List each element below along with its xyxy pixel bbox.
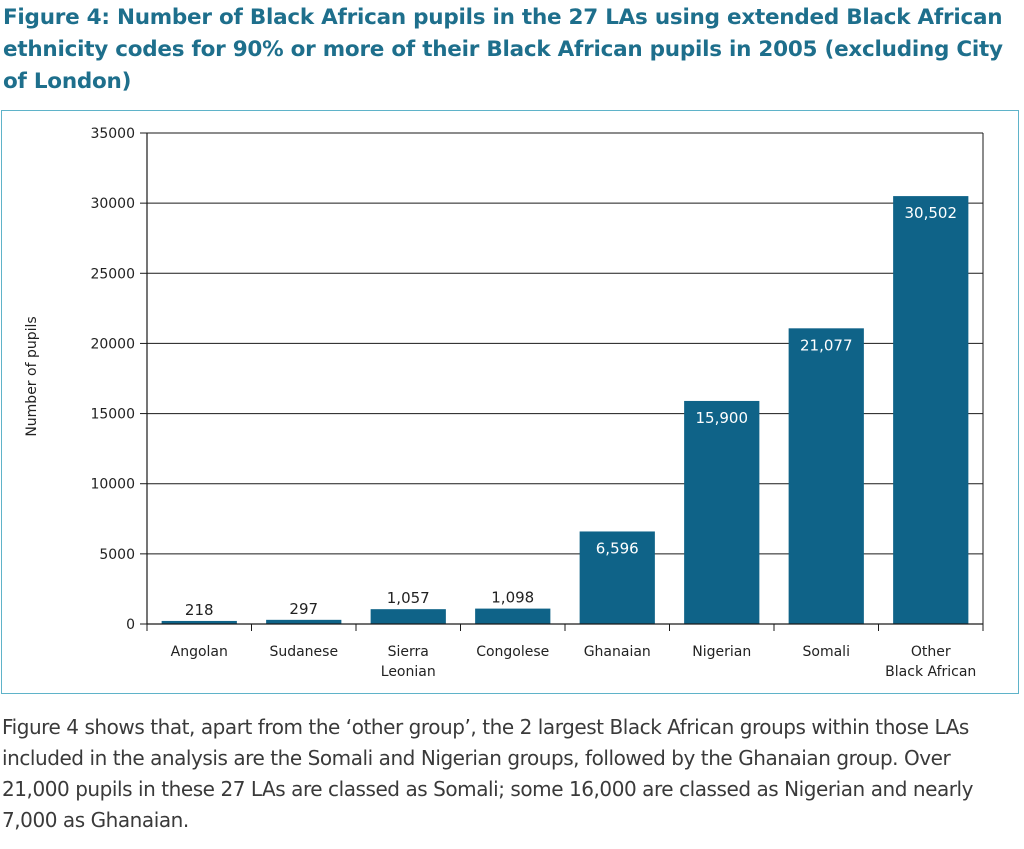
chart-frame: 0 5000 10000 15000 20000 25000 30000 35000 Numbe… (1, 110, 1019, 694)
bar (370, 609, 446, 624)
category-label: Somali (803, 644, 850, 660)
y-tick-label: 25000 (90, 266, 135, 282)
bar (893, 196, 969, 624)
category-label: Angolan (171, 644, 228, 660)
data-label: 6,596 (596, 539, 639, 557)
bar-chart: 0 5000 10000 15000 20000 25000 30000 35000 Numbe… (24, 126, 984, 680)
category-label: Sudanese (269, 644, 338, 660)
bar (788, 328, 864, 624)
data-label: 1,057 (387, 589, 430, 607)
y-tick-label: 15000 (90, 407, 135, 423)
bar (684, 400, 760, 624)
category-label: Ghanaian (584, 644, 651, 660)
figure-caption: Figure 4 shows that, apart from the ‘oth… (2, 715, 974, 832)
y-tick-label: 5000 (99, 547, 135, 563)
data-label: 21,077 (800, 336, 853, 354)
data-label: 297 (289, 600, 318, 618)
figure-title: Figure 4: Number of Black African pupils… (3, 5, 1003, 94)
bar (475, 608, 551, 624)
data-label: 15,900 (696, 409, 749, 427)
bar (579, 531, 655, 624)
data-label: 1,098 (491, 589, 534, 607)
category-label: Nigerian (692, 644, 751, 660)
bar (161, 620, 237, 624)
y-tick-label: 0 (126, 617, 135, 633)
data-label: 30,502 (905, 204, 958, 222)
y-tick-label: 10000 (90, 477, 135, 493)
category-label: Sierra Leonian (381, 644, 436, 680)
y-tick-label: 30000 (90, 196, 135, 212)
y-tick-label: 35000 (90, 126, 135, 142)
y-tick-label: 20000 (90, 336, 135, 352)
y-axis-title: Number of pupils (24, 316, 40, 436)
bar (266, 619, 342, 624)
category-label: Congolese (476, 644, 549, 660)
category-label: Other Black African (885, 644, 976, 680)
data-label: 218 (185, 601, 214, 619)
